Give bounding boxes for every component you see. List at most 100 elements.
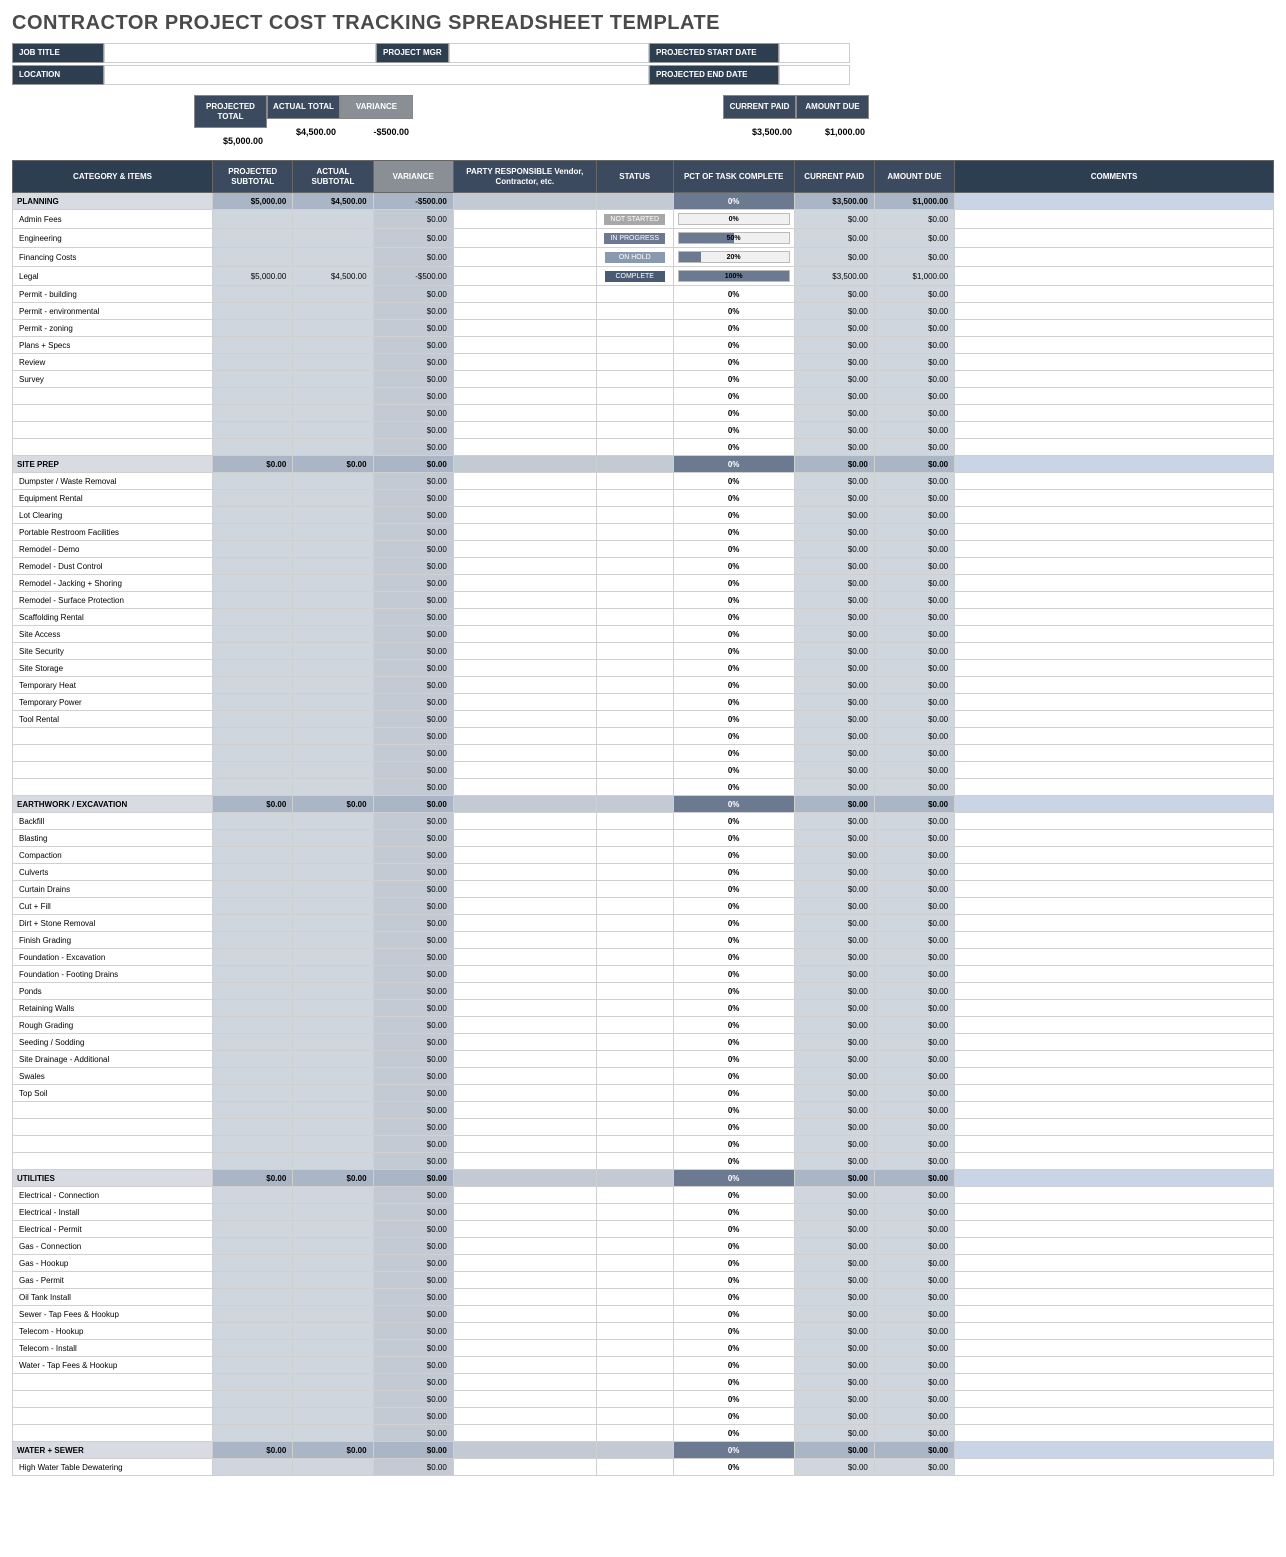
item-proj-sub[interactable] bbox=[213, 1459, 293, 1476]
item-due[interactable]: $0.00 bbox=[874, 1000, 954, 1017]
item-party[interactable] bbox=[453, 1238, 596, 1255]
item-status[interactable]: IN PROGRESS bbox=[596, 229, 673, 248]
item-proj-sub[interactable] bbox=[213, 1153, 293, 1170]
item-comments[interactable] bbox=[955, 1408, 1274, 1425]
item-due[interactable]: $0.00 bbox=[874, 1340, 954, 1357]
item-paid[interactable]: $0.00 bbox=[794, 473, 874, 490]
item-proj-sub[interactable] bbox=[213, 1102, 293, 1119]
item-paid[interactable]: $0.00 bbox=[794, 983, 874, 1000]
item-party[interactable] bbox=[453, 1136, 596, 1153]
item-status[interactable] bbox=[596, 558, 673, 575]
item-due[interactable]: $0.00 bbox=[874, 762, 954, 779]
item-due[interactable]: $0.00 bbox=[874, 210, 954, 229]
item-pct[interactable]: 50% bbox=[673, 229, 794, 248]
item-pct[interactable]: 0% bbox=[673, 762, 794, 779]
item-name[interactable]: Admin Fees bbox=[13, 210, 213, 229]
item-proj-sub[interactable] bbox=[213, 422, 293, 439]
item-comments[interactable] bbox=[955, 1289, 1274, 1306]
item-name[interactable] bbox=[13, 388, 213, 405]
item-paid[interactable]: $0.00 bbox=[794, 1289, 874, 1306]
item-act-sub[interactable] bbox=[293, 881, 373, 898]
item-comments[interactable] bbox=[955, 337, 1274, 354]
item-act-sub[interactable] bbox=[293, 1391, 373, 1408]
item-paid[interactable]: $0.00 bbox=[794, 847, 874, 864]
item-pct[interactable]: 0% bbox=[673, 847, 794, 864]
item-status[interactable] bbox=[596, 439, 673, 456]
item-act-sub[interactable] bbox=[293, 1000, 373, 1017]
item-paid[interactable]: $0.00 bbox=[794, 1459, 874, 1476]
item-pct[interactable]: 0% bbox=[673, 558, 794, 575]
item-party[interactable] bbox=[453, 248, 596, 267]
item-paid[interactable]: $0.00 bbox=[794, 932, 874, 949]
item-comments[interactable] bbox=[955, 949, 1274, 966]
item-act-sub[interactable] bbox=[293, 1085, 373, 1102]
item-paid[interactable]: $0.00 bbox=[794, 694, 874, 711]
item-name[interactable] bbox=[13, 1153, 213, 1170]
item-proj-sub[interactable] bbox=[213, 303, 293, 320]
item-act-sub[interactable] bbox=[293, 1255, 373, 1272]
item-name[interactable]: Seeding / Sodding bbox=[13, 1034, 213, 1051]
item-name[interactable] bbox=[13, 762, 213, 779]
item-status[interactable] bbox=[596, 779, 673, 796]
item-name[interactable]: Lot Clearing bbox=[13, 507, 213, 524]
item-act-sub[interactable] bbox=[293, 541, 373, 558]
item-act-sub[interactable] bbox=[293, 371, 373, 388]
item-comments[interactable] bbox=[955, 643, 1274, 660]
item-name[interactable]: Cut + Fill bbox=[13, 898, 213, 915]
item-status[interactable] bbox=[596, 388, 673, 405]
item-comments[interactable] bbox=[955, 898, 1274, 915]
item-due[interactable]: $0.00 bbox=[874, 1034, 954, 1051]
item-status[interactable] bbox=[596, 1459, 673, 1476]
item-act-sub[interactable] bbox=[293, 694, 373, 711]
item-name[interactable]: Foundation - Excavation bbox=[13, 949, 213, 966]
item-party[interactable] bbox=[453, 320, 596, 337]
item-due[interactable]: $0.00 bbox=[874, 813, 954, 830]
item-due[interactable]: $0.00 bbox=[874, 660, 954, 677]
item-pct[interactable]: 0% bbox=[673, 210, 794, 229]
item-act-sub[interactable] bbox=[293, 1034, 373, 1051]
item-comments[interactable] bbox=[955, 1323, 1274, 1340]
item-status[interactable] bbox=[596, 864, 673, 881]
item-proj-sub[interactable] bbox=[213, 1255, 293, 1272]
item-proj-sub[interactable] bbox=[213, 1204, 293, 1221]
item-party[interactable] bbox=[453, 422, 596, 439]
item-act-sub[interactable] bbox=[293, 966, 373, 983]
item-name[interactable]: High Water Table Dewatering bbox=[13, 1459, 213, 1476]
item-party[interactable] bbox=[453, 881, 596, 898]
item-status[interactable] bbox=[596, 762, 673, 779]
item-proj-sub[interactable] bbox=[213, 524, 293, 541]
item-act-sub[interactable] bbox=[293, 677, 373, 694]
item-paid[interactable]: $0.00 bbox=[794, 1034, 874, 1051]
item-party[interactable] bbox=[453, 229, 596, 248]
item-status[interactable] bbox=[596, 1391, 673, 1408]
input-end-date[interactable] bbox=[779, 65, 850, 85]
item-proj-sub[interactable] bbox=[213, 1425, 293, 1442]
item-status[interactable] bbox=[596, 1068, 673, 1085]
item-name[interactable]: Foundation - Footing Drains bbox=[13, 966, 213, 983]
item-comments[interactable] bbox=[955, 1340, 1274, 1357]
item-party[interactable] bbox=[453, 371, 596, 388]
item-due[interactable]: $0.00 bbox=[874, 1051, 954, 1068]
item-status[interactable] bbox=[596, 694, 673, 711]
item-pct[interactable]: 0% bbox=[673, 1340, 794, 1357]
item-act-sub[interactable] bbox=[293, 1408, 373, 1425]
item-status[interactable] bbox=[596, 1153, 673, 1170]
item-comments[interactable] bbox=[955, 1272, 1274, 1289]
item-paid[interactable]: $0.00 bbox=[794, 1017, 874, 1034]
item-party[interactable] bbox=[453, 1289, 596, 1306]
item-act-sub[interactable]: $4,500.00 bbox=[293, 267, 373, 286]
item-party[interactable] bbox=[453, 932, 596, 949]
item-act-sub[interactable] bbox=[293, 711, 373, 728]
item-pct[interactable]: 0% bbox=[673, 320, 794, 337]
item-proj-sub[interactable] bbox=[213, 677, 293, 694]
item-comments[interactable] bbox=[955, 915, 1274, 932]
item-name[interactable]: Retaining Walls bbox=[13, 1000, 213, 1017]
item-name[interactable] bbox=[13, 1136, 213, 1153]
item-name[interactable]: Telecom - Install bbox=[13, 1340, 213, 1357]
item-status[interactable] bbox=[596, 405, 673, 422]
item-status[interactable] bbox=[596, 626, 673, 643]
item-comments[interactable] bbox=[955, 983, 1274, 1000]
item-pct[interactable]: 0% bbox=[673, 286, 794, 303]
item-party[interactable] bbox=[453, 949, 596, 966]
item-status[interactable] bbox=[596, 932, 673, 949]
